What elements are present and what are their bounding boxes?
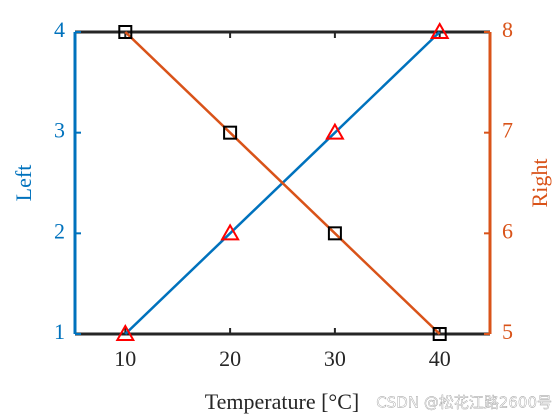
y-tick-label: 1	[54, 319, 65, 344]
y2-tick-label: 5	[502, 319, 513, 344]
y2-tick-label: 7	[502, 118, 513, 143]
marker	[115, 323, 136, 341]
marker	[220, 223, 240, 241]
series-line	[124, 31, 441, 335]
y2-tick-label: 6	[502, 218, 513, 243]
x-tick-label: 40	[429, 346, 451, 371]
marker	[327, 226, 342, 241]
y2-tick-label: 8	[502, 17, 513, 42]
y2-axis-label: Right	[527, 159, 552, 208]
y-tick-label: 2	[54, 218, 65, 243]
x-tick-label: 10	[114, 346, 136, 371]
marker	[325, 122, 345, 140]
x-tick-label: 30	[324, 346, 346, 371]
y-tick-label: 3	[54, 118, 65, 143]
y-tick-label: 4	[54, 17, 65, 42]
x-tick-label: 20	[219, 346, 241, 371]
y-axis-label: Left	[11, 165, 36, 202]
x-axis-label: Temperature [°C]	[205, 389, 359, 414]
marker	[223, 125, 238, 140]
marker	[118, 25, 133, 39]
watermark: CSDN @松花江路2600号	[376, 394, 552, 412]
marker	[432, 327, 447, 341]
marker	[429, 21, 450, 39]
